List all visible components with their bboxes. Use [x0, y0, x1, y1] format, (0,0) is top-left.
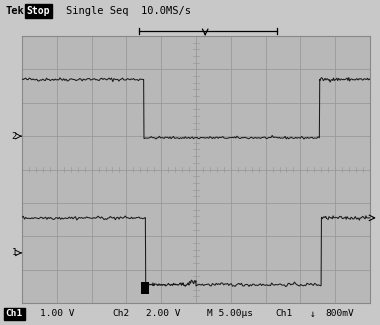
Text: Tek: Tek: [6, 6, 24, 16]
Text: 2: 2: [11, 132, 17, 141]
Bar: [141, 282, 149, 294]
Text: 1.00 V: 1.00 V: [40, 309, 74, 318]
Text: Ch1: Ch1: [6, 309, 23, 318]
Text: 2.00 V: 2.00 V: [146, 309, 181, 318]
Text: 800mV: 800mV: [325, 309, 354, 318]
Text: ↓: ↓: [310, 309, 315, 319]
Text: M 5.00μs: M 5.00μs: [207, 309, 253, 318]
Text: Ch1: Ch1: [276, 309, 293, 318]
Text: Stop: Stop: [27, 6, 50, 16]
Text: Single Seq  10.0MS/s: Single Seq 10.0MS/s: [66, 6, 192, 16]
Text: Ch2: Ch2: [112, 309, 129, 318]
Text: 1: 1: [11, 248, 17, 257]
